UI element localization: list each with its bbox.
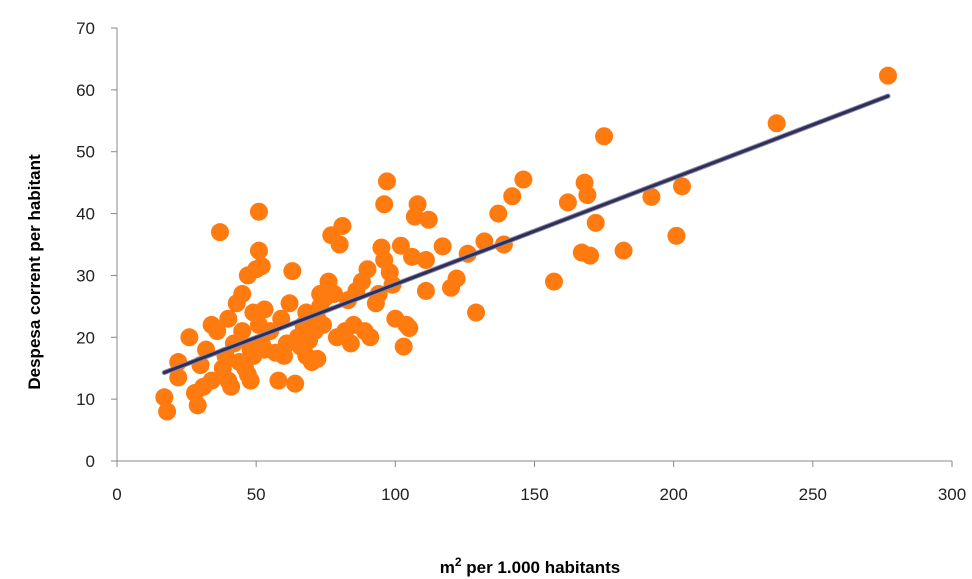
data-point — [269, 371, 288, 390]
data-point — [252, 257, 271, 276]
y-tick-label: 20 — [76, 328, 95, 347]
data-point — [208, 322, 227, 341]
data-point — [233, 284, 252, 303]
data-point — [503, 187, 522, 206]
y-tick-label: 10 — [76, 390, 95, 409]
data-point — [188, 396, 207, 415]
data-point — [222, 377, 241, 396]
data-point — [489, 204, 508, 223]
data-point — [878, 66, 897, 85]
data-point — [361, 328, 380, 347]
data-point — [558, 193, 577, 212]
x-tick-label: 50 — [247, 485, 266, 504]
x-axis-title-sup: 2 — [455, 555, 462, 569]
data-point — [169, 368, 188, 387]
data-point — [325, 284, 344, 303]
data-point — [202, 371, 221, 390]
y-tick-label: 60 — [76, 81, 95, 100]
data-point — [241, 371, 260, 390]
data-point — [377, 172, 396, 191]
data-point — [158, 402, 177, 421]
data-point — [391, 236, 410, 255]
data-point — [313, 315, 332, 334]
data-point — [155, 388, 174, 407]
x-tick-label: 250 — [799, 485, 827, 504]
data-point — [667, 226, 686, 245]
data-point — [416, 281, 435, 300]
data-point — [467, 303, 486, 322]
data-point — [581, 246, 600, 265]
data-point — [233, 322, 252, 341]
data-point — [595, 127, 614, 146]
data-point — [416, 250, 435, 269]
trendline-layer — [161, 93, 891, 376]
data-point — [249, 241, 268, 260]
data-point — [375, 195, 394, 214]
data-point — [403, 247, 422, 266]
x-axis-title-rest: per 1.000 habitants — [462, 558, 621, 577]
data-points — [155, 66, 897, 421]
data-point — [272, 309, 291, 328]
y-tick-label: 0 — [86, 452, 95, 471]
data-point — [419, 210, 438, 229]
x-axis-title: m2 per 1.000 habitants — [440, 555, 621, 577]
x-tick-label: 100 — [381, 485, 409, 504]
data-point — [249, 202, 268, 221]
y-tick-label: 50 — [76, 143, 95, 162]
data-point — [333, 216, 352, 235]
data-point — [673, 177, 692, 196]
y-tick-label: 30 — [76, 266, 95, 285]
data-point — [578, 186, 597, 205]
x-tick-label: 200 — [659, 485, 687, 504]
data-point — [219, 309, 238, 328]
y-tick-labels: 0 10 20 30 40 50 60 70 — [76, 19, 95, 471]
data-point — [642, 187, 661, 206]
data-point — [614, 241, 633, 260]
y-tick-label: 70 — [76, 19, 95, 38]
data-point — [358, 260, 377, 279]
data-point — [586, 213, 605, 232]
data-point — [544, 272, 563, 291]
x-tick-labels: 0 50 100 150 200 250 300 — [112, 485, 966, 504]
x-tick-label: 150 — [520, 485, 548, 504]
y-axis-title: Despesa corrent per habitant — [25, 154, 44, 390]
x-axis-title-main: m — [440, 558, 455, 577]
data-point — [447, 269, 466, 288]
x-tick-label: 300 — [938, 485, 966, 504]
data-point — [514, 170, 533, 189]
data-point — [180, 328, 199, 347]
data-point — [255, 300, 274, 319]
data-point — [210, 223, 229, 242]
data-point — [394, 337, 413, 356]
axes — [111, 27, 953, 467]
data-point — [286, 374, 305, 393]
data-point — [308, 349, 327, 368]
data-point — [433, 237, 452, 256]
data-point — [767, 114, 786, 133]
data-point — [283, 262, 302, 281]
x-tick-label: 0 — [112, 485, 121, 504]
data-point — [400, 319, 419, 338]
y-tick-label: 40 — [76, 205, 95, 224]
trendline — [162, 94, 890, 375]
data-point — [280, 294, 299, 313]
data-point — [330, 235, 349, 254]
data-point — [341, 334, 360, 353]
data-point — [408, 195, 427, 214]
